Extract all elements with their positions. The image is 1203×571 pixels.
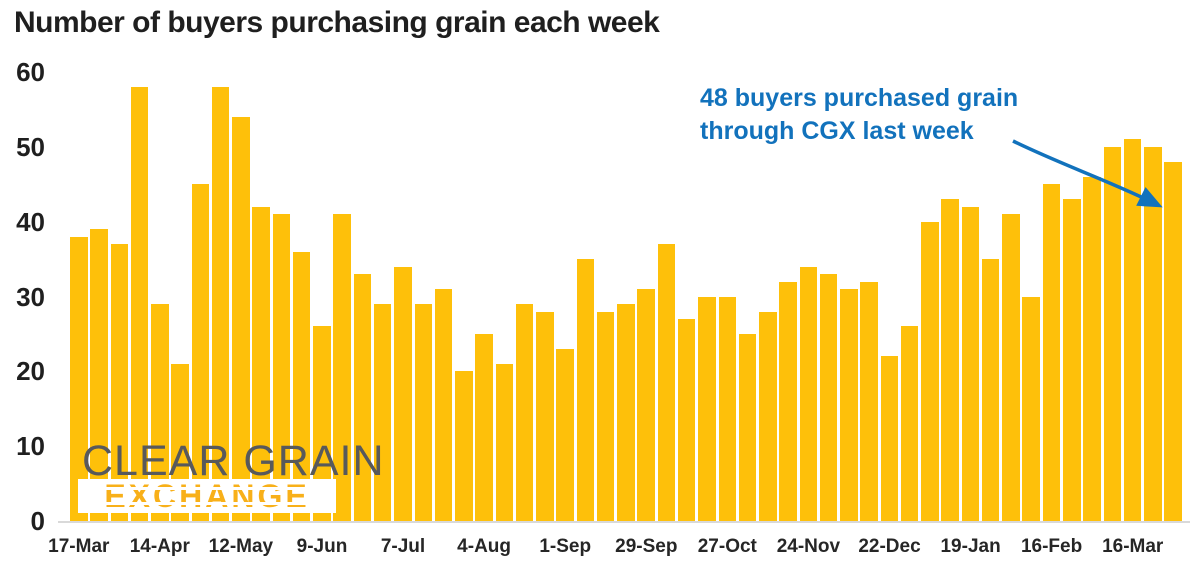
bar-week-31 <box>677 318 696 521</box>
bar-week-22 <box>495 363 514 521</box>
bar-week-36 <box>779 281 797 521</box>
bar-week-5 <box>151 304 169 521</box>
bar-week-39 <box>840 289 858 521</box>
bar-week-46 <box>981 259 1000 521</box>
bar-week-44 <box>941 199 959 521</box>
y-tick-50: 50 <box>16 131 45 162</box>
bar-week-3 <box>110 244 129 521</box>
x-tick-19-Jan: 19-Jan <box>940 536 1001 557</box>
bar-week-33 <box>718 296 736 521</box>
x-tick-27-Oct: 27-Oct <box>697 536 757 557</box>
bar-week-48 <box>1022 296 1040 521</box>
bar-week-34 <box>738 333 757 521</box>
x-tick-4-Aug: 4-Aug <box>457 536 512 557</box>
bar-week-11 <box>272 214 291 521</box>
bar-week-42 <box>900 326 919 521</box>
chart-title: Number of buyers purchasing grain each w… <box>14 6 660 39</box>
bar-week-55 <box>1164 161 1182 521</box>
x-tick-14-Apr: 14-Apr <box>129 536 190 557</box>
y-tick-20: 20 <box>16 356 45 387</box>
x-tick-9-Jun: 9-Jun <box>296 536 348 557</box>
annotation-line-1: 48 buyers purchased grain <box>700 84 1019 112</box>
annotation-callout: 48 buyers purchased grain through CGX la… <box>700 82 1018 148</box>
bar-week-38 <box>819 274 838 521</box>
bar-week-8 <box>211 87 230 521</box>
bar-week-26 <box>576 259 595 521</box>
bar-week-20 <box>455 371 473 521</box>
plot-area <box>70 72 1182 521</box>
bar-week-50 <box>1063 199 1081 521</box>
x-tick-17-Mar: 17-Mar <box>48 536 110 557</box>
bar-week-45 <box>961 206 980 521</box>
bar-week-27 <box>596 311 615 521</box>
bar-week-49 <box>1042 184 1061 521</box>
watermark-stencil-slit <box>80 502 334 505</box>
bar-week-15 <box>353 274 372 521</box>
bar-week-37 <box>799 266 818 521</box>
bar-week-28 <box>617 304 635 521</box>
bar-week-32 <box>698 296 716 521</box>
bar-week-30 <box>657 244 676 521</box>
bar-week-47 <box>1002 214 1020 521</box>
bar-week-2 <box>90 229 108 521</box>
x-tick-1-Sep: 1-Sep <box>539 536 592 557</box>
y-tick-60: 60 <box>16 57 45 87</box>
bar-week-53 <box>1123 139 1142 521</box>
bar-week-41 <box>880 356 899 521</box>
bar-week-24 <box>536 311 554 521</box>
y-tick-30: 30 <box>16 281 45 312</box>
x-tick-16-Feb: 16-Feb <box>1020 536 1083 557</box>
bar-week-29 <box>637 289 655 521</box>
x-tick-7-Jul: 7-Jul <box>380 536 426 557</box>
watermark-stencil-slit <box>80 487 334 490</box>
bar-week-35 <box>759 311 777 521</box>
bar-week-14 <box>333 214 351 521</box>
bar-week-19 <box>434 289 453 521</box>
x-tick-12-May: 12-May <box>208 536 274 557</box>
x-tick-16-Mar: 16-Mar <box>1102 536 1164 557</box>
y-tick-0: 0 <box>30 506 45 536</box>
bar-week-10 <box>252 206 270 521</box>
watermark-clear-grain: CLEAR GRAIN <box>82 437 385 485</box>
bar-week-43 <box>921 221 939 521</box>
bar-week-1 <box>70 236 88 521</box>
watermark-exchange-band: EXCHANGE <box>78 479 336 513</box>
bar-week-17 <box>394 266 412 521</box>
bar-week-13 <box>313 326 331 521</box>
bar-week-9 <box>232 116 250 521</box>
watermark-exchange: EXCHANGE <box>104 478 310 514</box>
bar-week-7 <box>191 184 210 521</box>
x-tick-22-Dec: 22-Dec <box>858 536 921 557</box>
bar-week-21 <box>475 333 493 521</box>
y-tick-40: 40 <box>16 206 45 237</box>
bar-week-12 <box>292 251 311 521</box>
x-tick-24-Nov: 24-Nov <box>776 536 841 557</box>
bar-week-54 <box>1144 146 1162 521</box>
x-axis-baseline <box>58 521 1190 523</box>
bar-week-23 <box>515 304 534 521</box>
bar-week-52 <box>1103 146 1122 521</box>
bar-week-4 <box>130 87 149 521</box>
bar-week-18 <box>414 304 433 521</box>
bar-week-25 <box>556 348 574 521</box>
bar-week-51 <box>1083 176 1101 521</box>
bar-week-16 <box>373 304 392 521</box>
y-tick-10: 10 <box>16 431 45 462</box>
annotation-line-2: through CGX last week <box>700 117 974 145</box>
x-tick-29-Sep: 29-Sep <box>615 536 678 557</box>
bar-week-40 <box>860 281 878 521</box>
